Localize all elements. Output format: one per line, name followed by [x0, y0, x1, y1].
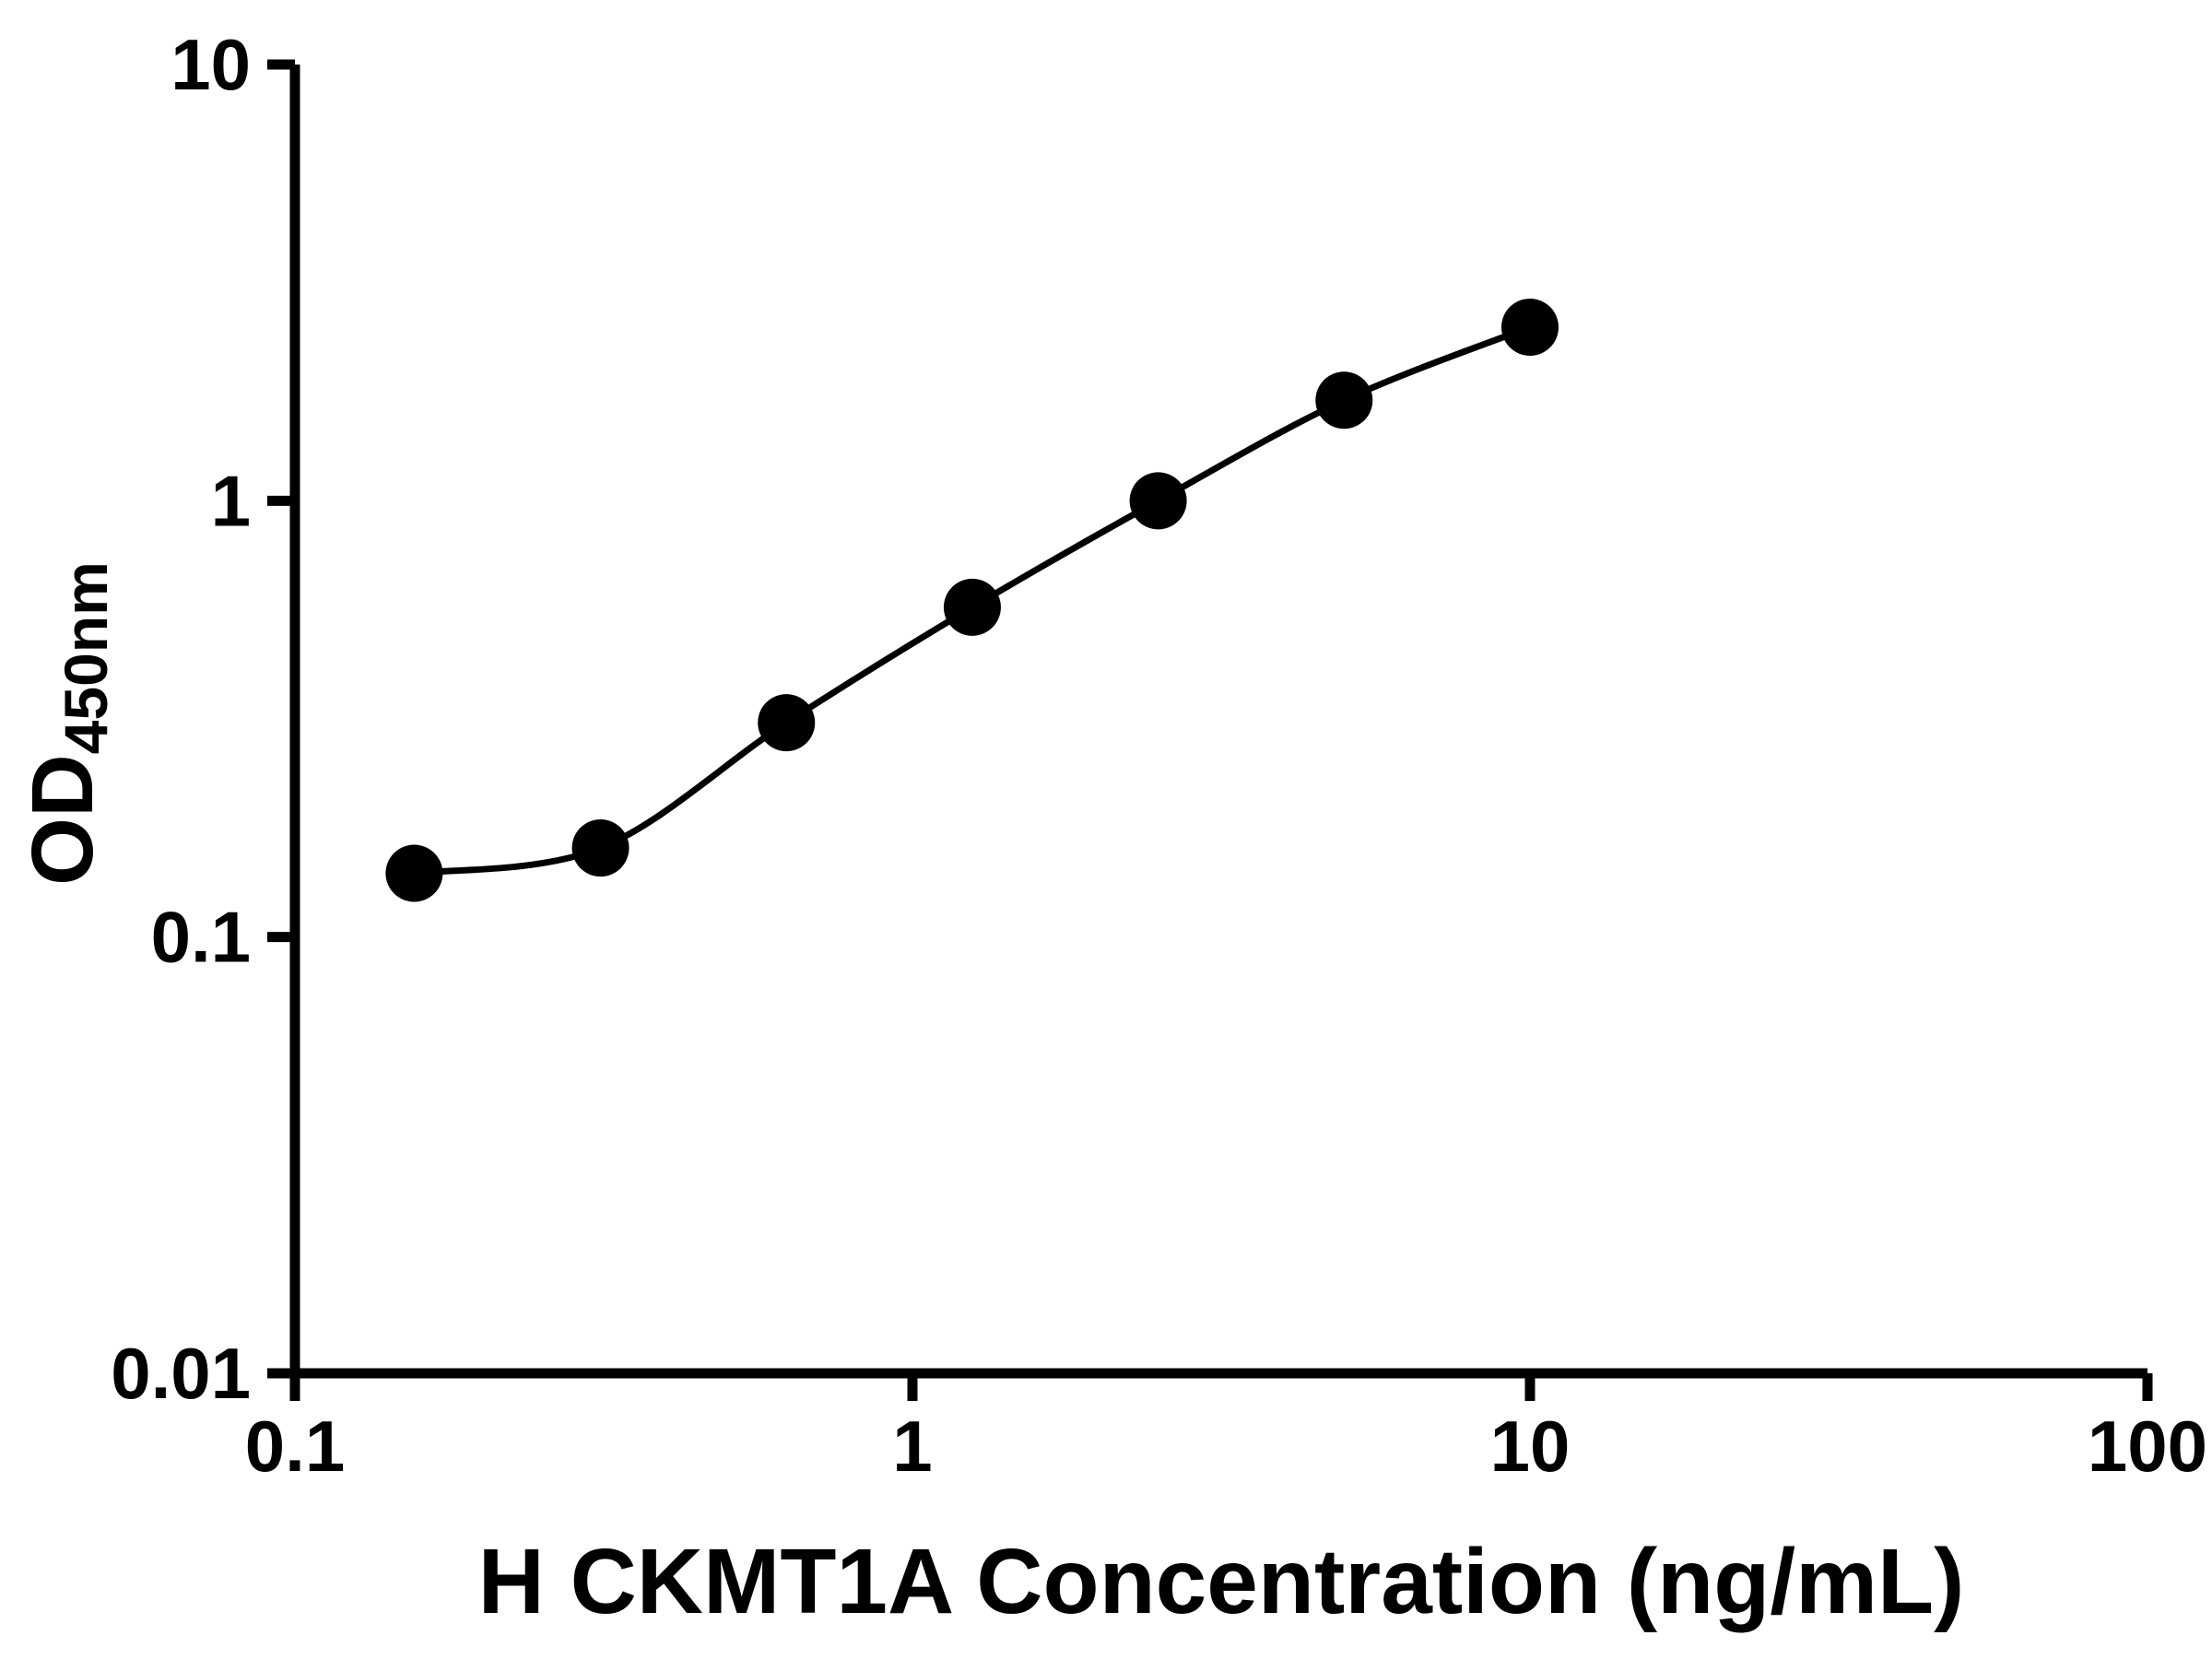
- x-tick-label: 10: [1490, 1406, 1571, 1487]
- data-point: [1129, 472, 1187, 530]
- y-tick-label: 0.1: [151, 897, 251, 978]
- x-axis-title: H CKMT1A Concentration (ng/mL): [478, 1530, 1965, 1633]
- data-point: [1501, 298, 1559, 356]
- axis-spines: [289, 65, 2147, 1379]
- axes-group: [289, 65, 2147, 1379]
- data-point: [1315, 371, 1373, 429]
- y-tick-label: 10: [171, 24, 251, 105]
- y-axis-title-subscript: 450nm: [52, 561, 120, 754]
- x-tick-label: 100: [2088, 1406, 2207, 1487]
- data-points-group: [385, 298, 1559, 902]
- y-tick-label: 0.01: [111, 1333, 251, 1414]
- x-tick-label: 0.1: [245, 1406, 345, 1487]
- data-point: [385, 844, 443, 902]
- ticks-group: [267, 59, 2153, 1401]
- y-axis-title: OD450nm: [14, 561, 120, 886]
- data-point: [758, 694, 816, 752]
- y-tick-label: 1: [211, 460, 251, 541]
- data-point: [943, 578, 1001, 636]
- x-tick-label: 1: [892, 1406, 932, 1487]
- y-axis-title-main: OD: [14, 754, 112, 886]
- data-point: [571, 819, 629, 877]
